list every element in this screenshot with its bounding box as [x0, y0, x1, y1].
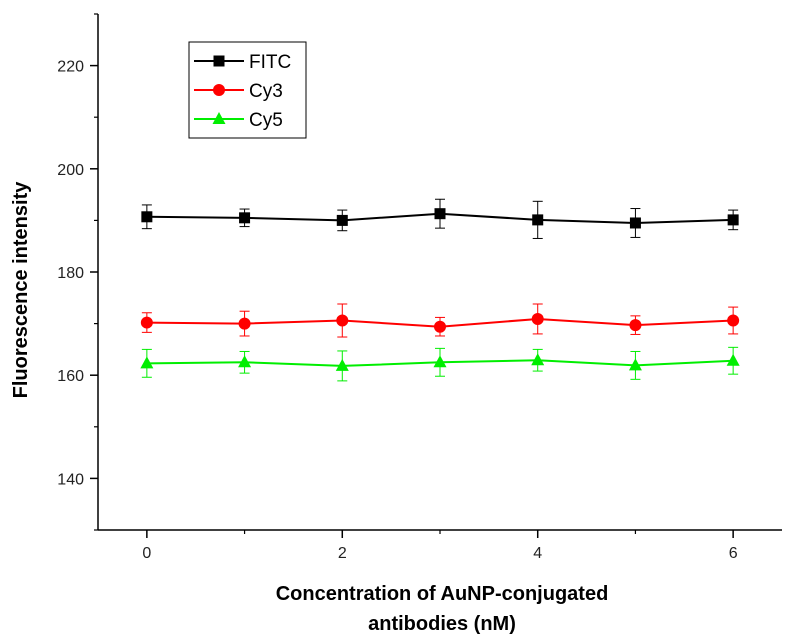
chart-series-layer: [140, 198, 740, 382]
series-fitc: [141, 198, 739, 239]
data-point: [628, 358, 642, 371]
data-point: [434, 320, 446, 333]
legend-marker: [212, 112, 226, 124]
legend-marker: [213, 55, 225, 67]
legend-item-fitc: FITC: [194, 52, 291, 73]
data-point: [727, 314, 740, 327]
data-point: [238, 317, 251, 330]
y-tick-label: 160: [57, 368, 84, 385]
data-point: [531, 353, 545, 366]
x-tick-label: 4: [533, 545, 542, 562]
series-cy3: [140, 303, 740, 338]
data-point: [531, 312, 544, 325]
data-point: [238, 355, 252, 368]
x-axis-title-line-2: antibodies (nM): [368, 613, 516, 635]
x-tick-label: 6: [729, 545, 738, 562]
data-point: [727, 214, 739, 226]
y-tick-label: 140: [57, 471, 84, 488]
legend-label: FITC: [249, 52, 291, 73]
data-point: [336, 314, 349, 327]
legend-label: Cy3: [249, 81, 283, 102]
x-tick-label: 0: [142, 545, 151, 562]
data-point: [140, 316, 153, 329]
data-point: [433, 355, 447, 368]
data-point: [336, 214, 348, 226]
data-point: [140, 356, 154, 369]
x-tick-label: 2: [338, 545, 347, 562]
legend-marker: [213, 84, 225, 96]
data-point: [239, 212, 251, 224]
y-axis-title: Fluorescence intensity: [10, 181, 32, 399]
legend-item-cy5: Cy5: [194, 110, 283, 131]
data-point: [629, 217, 641, 229]
y-tick-label: 180: [57, 265, 84, 282]
legend-item-cy3: Cy3: [194, 81, 283, 102]
chart-legend: FITC Cy3 Cy5: [188, 41, 307, 139]
y-tick-label: 220: [57, 59, 84, 76]
data-point: [434, 208, 446, 220]
chart-axes: 140 160 180 200 220 0 2 4 6: [57, 13, 782, 562]
data-point: [335, 358, 349, 371]
data-point: [629, 319, 642, 332]
series-cy5: [140, 346, 740, 382]
legend-label: Cy5: [249, 110, 283, 131]
data-point: [726, 353, 740, 366]
x-axis-title-line-1: Concentration of AuNP-conjugated: [276, 583, 609, 605]
data-point: [532, 214, 544, 226]
y-tick-label: 200: [57, 162, 84, 179]
data-point: [141, 211, 153, 223]
